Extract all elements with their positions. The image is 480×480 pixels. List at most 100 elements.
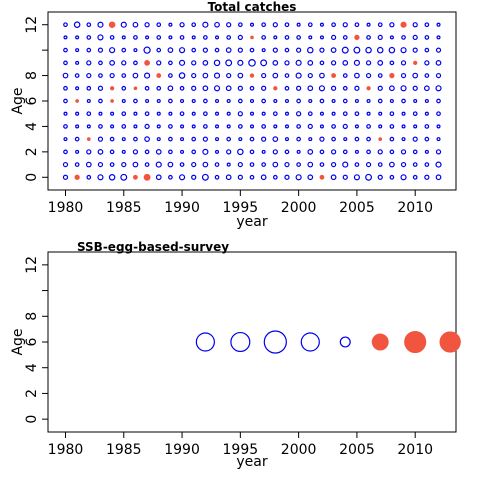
panel1-positive-residual-point	[423, 85, 430, 92]
panel1-positive-residual-point	[342, 174, 348, 180]
panel1-positive-residual-point	[168, 111, 173, 116]
panel1-negative-residual-point	[74, 174, 80, 180]
panel1-positive-residual-point	[307, 161, 314, 168]
panel1-negative-residual-point	[143, 173, 151, 181]
panel1-positive-residual-point	[226, 162, 231, 167]
panel1-positive-residual-point	[202, 21, 209, 28]
panel1-positive-residual-point	[295, 72, 302, 79]
panel1-positive-residual-point	[342, 22, 348, 28]
panel1-positive-residual-point	[85, 161, 92, 168]
panel1-positive-residual-point	[389, 60, 395, 66]
panel1-positive-residual-point	[318, 85, 326, 92]
panel1-positive-residual-point	[377, 149, 383, 155]
panel1-positive-residual-point	[249, 124, 255, 129]
panel1-positive-residual-point	[63, 98, 68, 104]
panel1-positive-residual-point	[225, 174, 232, 181]
panel1-positive-residual-point	[424, 111, 429, 116]
panel1-positive-residual-point	[214, 47, 220, 53]
panel1-positive-residual-point	[273, 124, 278, 129]
panel1-x-axis-label: year	[236, 214, 267, 230]
panel1-positive-residual-point	[191, 161, 197, 168]
panel1-x-tick-label: 1990	[164, 200, 200, 216]
panel1-positive-residual-point	[261, 124, 267, 129]
panel1-positive-residual-point	[341, 46, 349, 54]
panel1-positive-residual-point	[307, 46, 314, 54]
panel1-positive-residual-point	[435, 174, 442, 181]
panel1-positive-residual-point	[389, 22, 395, 28]
panel1-positive-residual-point	[75, 35, 80, 40]
panel2-y-axis: 0 2 4 6 8 12	[24, 256, 48, 424]
panel1-positive-residual-point	[237, 174, 243, 180]
panel1-positive-residual-point	[272, 161, 279, 168]
panel1-positive-residual-point	[63, 60, 68, 66]
panel1-positive-residual-point	[378, 124, 383, 129]
panel2-x-tick-label: 1980	[48, 442, 84, 458]
panel1-positive-residual-point	[156, 85, 162, 91]
panel1-positive-residual-point	[203, 98, 208, 104]
panel1-positive-residual-point	[155, 161, 162, 168]
panel1-positive-residual-point	[109, 47, 116, 54]
panel1-positive-residual-point	[308, 98, 313, 104]
panel1-positive-residual-point	[155, 174, 162, 181]
panel1-positive-residual-point	[144, 22, 150, 28]
panel1-positive-residual-point	[132, 161, 139, 168]
panel1-positive-residual-point	[366, 111, 371, 116]
panel1-positive-residual-point	[377, 73, 383, 78]
panel1-positive-residual-point	[284, 149, 290, 155]
panel1-positive-residual-point	[109, 136, 115, 142]
panel1-positive-residual-point	[284, 47, 290, 53]
panel1-positive-residual-point	[272, 149, 278, 155]
panel1-positive-residual-point	[249, 47, 255, 53]
panel1-positive-residual-point	[261, 162, 267, 167]
panel1-positive-residual-point	[354, 162, 360, 167]
panel1-positive-residual-point	[86, 85, 92, 91]
panel1-positive-residual-point	[156, 22, 162, 28]
panel1-positive-residual-point	[284, 35, 290, 40]
panel1-positive-residual-point	[225, 47, 232, 54]
panel1-positive-residual-point	[213, 85, 221, 92]
panel2-x-tick-label: 1995	[223, 442, 259, 458]
panel1-positive-residual-point	[168, 73, 173, 78]
panel1-positive-residual-point	[237, 59, 244, 66]
panel1-negative-residual-point	[378, 137, 383, 141]
panel1-positive-residual-point	[354, 149, 359, 154]
panel1-positive-residual-point	[97, 34, 104, 41]
panel1-positive-residual-point	[435, 161, 442, 168]
panel-ssb-egg-based-survey: SSB-egg-based-survey 1980 1985 1990 1995 200…	[10, 240, 461, 470]
panel1-positive-residual-point	[389, 124, 395, 129]
panel2-x-tick-label: 2000	[281, 442, 317, 458]
panel1-positive-residual-point	[63, 137, 68, 142]
panel1-positive-residual-point	[296, 149, 301, 154]
panel1-positive-residual-point	[272, 136, 279, 143]
panel1-positive-residual-point	[284, 22, 290, 28]
panel1-positive-residual-point	[389, 98, 394, 104]
panel1-positive-residual-point	[330, 161, 337, 168]
panel1-positive-residual-point	[436, 111, 441, 117]
panel1-positive-residual-point	[261, 136, 267, 142]
panel1-positive-residual-point	[203, 124, 208, 129]
panel1-positive-residual-point	[261, 48, 266, 53]
panel1-positive-residual-point	[389, 85, 395, 92]
panel1-positive-residual-point	[144, 123, 150, 130]
panel1-positive-residual-point	[366, 98, 371, 104]
panel1-positive-residual-point	[284, 174, 290, 180]
panel1-positive-residual-point	[97, 148, 104, 155]
panel1-positive-residual-point	[191, 35, 196, 40]
panel1-positive-residual-point	[261, 149, 266, 154]
panel1-positive-residual-point	[156, 111, 161, 116]
panel1-negative-residual-point	[331, 73, 337, 78]
panel1-positive-residual-point	[296, 47, 302, 53]
panel2-negative-residual-point	[404, 330, 427, 354]
panel1-positive-residual-point	[86, 22, 92, 28]
panel1-positive-residual-point	[133, 35, 138, 40]
panel1-positive-residual-point	[354, 22, 360, 28]
panel1-positive-residual-point	[365, 161, 372, 168]
panel1-y-tick-label: 6	[24, 96, 40, 105]
panel1-positive-residual-point	[180, 98, 185, 104]
panel1-positive-residual-point	[388, 46, 396, 54]
panel1-positive-residual-point	[237, 72, 244, 79]
panel1-positive-residual-point	[424, 35, 430, 40]
panel2-y-tick-label: 0	[24, 415, 40, 424]
panel1-negative-residual-point	[249, 73, 255, 78]
panel1-positive-residual-point	[353, 174, 360, 181]
